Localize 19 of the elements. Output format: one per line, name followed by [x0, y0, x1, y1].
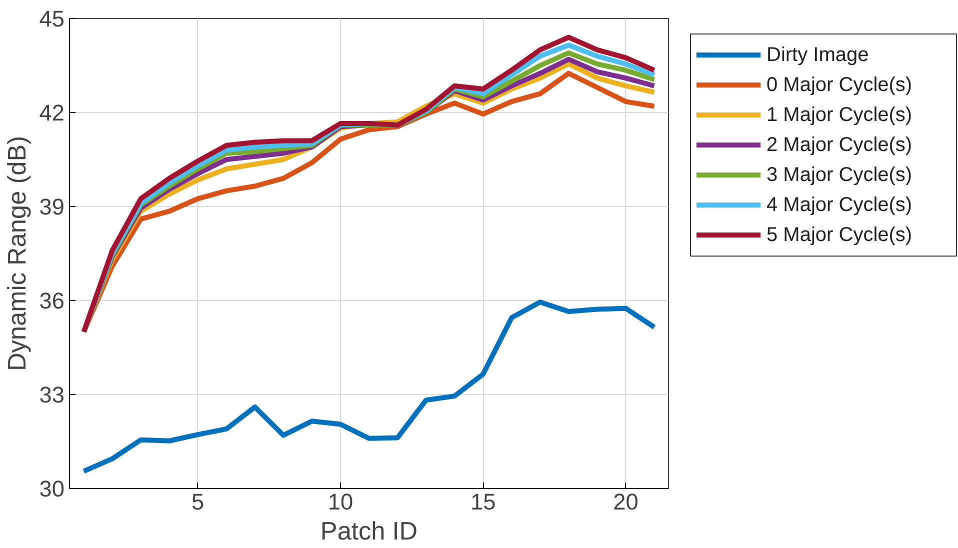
y-tick-label: 36	[39, 288, 64, 314]
x-axis-title: Patch ID	[320, 518, 418, 546]
legend-label: Dirty Image	[766, 44, 869, 66]
legend-label: 2 Major Cycle(s)	[766, 134, 912, 156]
x-tick-label: 15	[470, 488, 496, 514]
x-tick-label: 10	[328, 488, 354, 514]
legend-label: 4 Major Cycle(s)	[766, 194, 912, 216]
legend-label: 5 Major Cycle(s)	[766, 224, 912, 246]
y-tick-label: 42	[39, 100, 64, 126]
y-tick-label: 33	[39, 382, 64, 408]
y-tick-label: 45	[39, 6, 64, 32]
y-axis-title: Dynamic Range (dB)	[3, 136, 32, 372]
y-tick-label: 39	[39, 194, 64, 220]
legend-label: 3 Major Cycle(s)	[766, 164, 912, 186]
y-tick-label: 30	[39, 476, 64, 502]
legend-label: 0 Major Cycle(s)	[766, 74, 912, 96]
legend-label: 1 Major Cycle(s)	[766, 104, 912, 126]
x-tick-label: 5	[192, 488, 204, 514]
x-tick-label: 20	[613, 488, 638, 514]
